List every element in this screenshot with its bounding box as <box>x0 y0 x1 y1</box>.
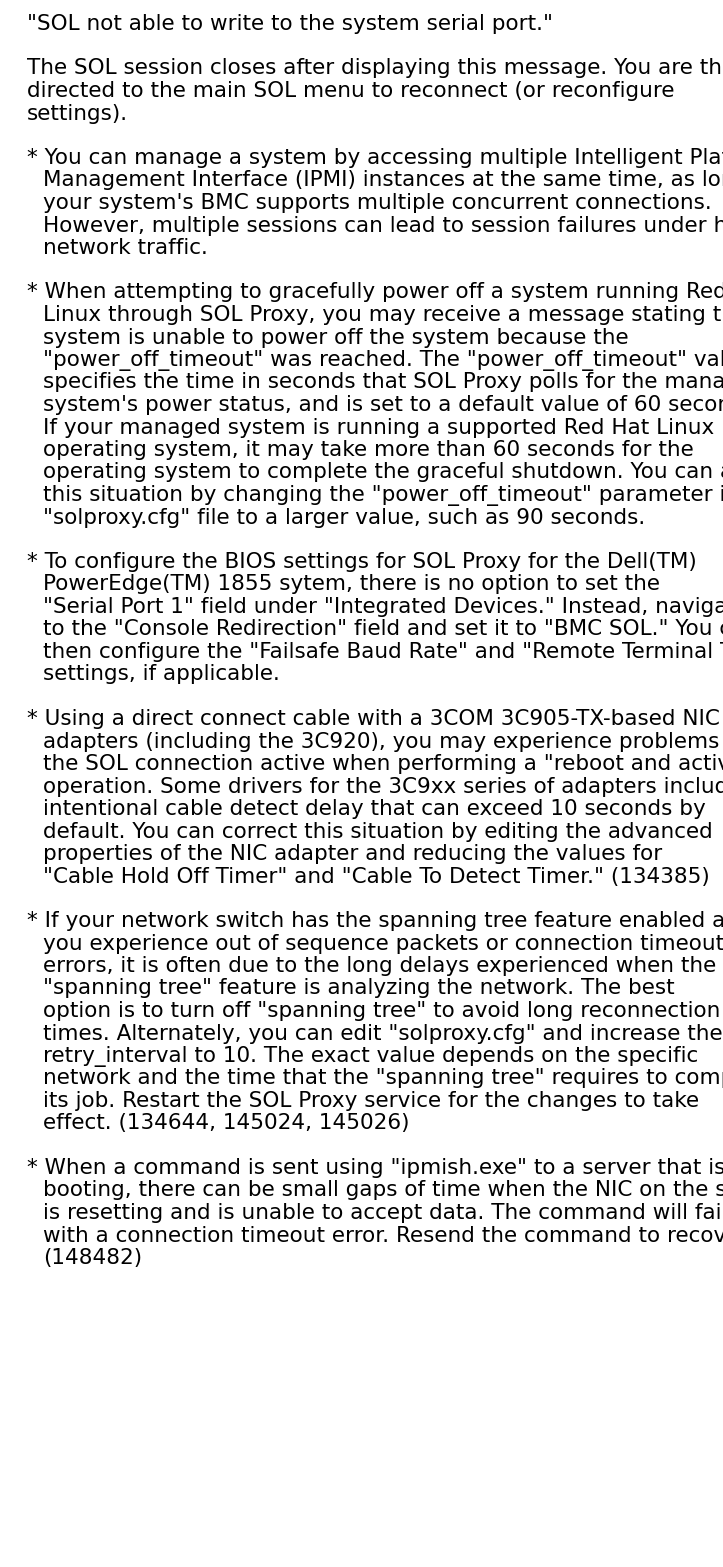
Text: "power_off_timeout" was reached. The "power_off_timeout" value: "power_off_timeout" was reached. The "po… <box>43 349 723 371</box>
Text: with a connection timeout error. Resend the command to recover.: with a connection timeout error. Resend … <box>43 1225 723 1246</box>
Text: (148482): (148482) <box>43 1247 142 1268</box>
Text: The SOL session closes after displaying this message. You are then: The SOL session closes after displaying … <box>27 58 723 78</box>
Text: retry_interval to 10. The exact value depends on the specific: retry_interval to 10. The exact value de… <box>43 1047 698 1067</box>
Text: "spanning tree" feature is analyzing the network. The best: "spanning tree" feature is analyzing the… <box>43 978 675 998</box>
Text: properties of the NIC adapter and reducing the values for: properties of the NIC adapter and reduci… <box>43 845 662 863</box>
Text: to the "Console Redirection" field and set it to "BMC SOL." You can: to the "Console Redirection" field and s… <box>43 619 723 639</box>
Text: errors, it is often due to the long delays experienced when the: errors, it is often due to the long dela… <box>43 956 716 976</box>
Text: default. You can correct this situation by editing the advanced: default. You can correct this situation … <box>43 821 713 841</box>
Text: PowerEdge(TM) 1855 sytem, there is no option to set the: PowerEdge(TM) 1855 sytem, there is no op… <box>43 575 660 594</box>
Text: * If your network switch has the spanning tree feature enabled and if: * If your network switch has the spannin… <box>27 910 723 931</box>
Text: If your managed system is running a supported Red Hat Linux: If your managed system is running a supp… <box>43 417 714 437</box>
Text: operation. Some drivers for the 3C9xx series of adapters include an: operation. Some drivers for the 3C9xx se… <box>43 777 723 796</box>
Text: * When a command is sent using "ipmish.exe" to a server that is: * When a command is sent using "ipmish.e… <box>27 1158 723 1178</box>
Text: "Serial Port 1" field under "Integrated Devices." Instead, navigate: "Serial Port 1" field under "Integrated … <box>43 597 723 617</box>
Text: your system's BMC supports multiple concurrent connections.: your system's BMC supports multiple conc… <box>43 193 711 213</box>
Text: directed to the main SOL menu to reconnect (or reconfigure: directed to the main SOL menu to reconne… <box>27 81 675 100</box>
Text: intentional cable detect delay that can exceed 10 seconds by: intentional cable detect delay that can … <box>43 799 706 820</box>
Text: system is unable to power off the system because the: system is unable to power off the system… <box>43 328 628 348</box>
Text: times. Alternately, you can edit "solproxy.cfg" and increase the: times. Alternately, you can edit "solpro… <box>43 1023 722 1044</box>
Text: this situation by changing the "power_off_timeout" parameter in the: this situation by changing the "power_of… <box>43 486 723 506</box>
Text: "SOL not able to write to the system serial port.": "SOL not able to write to the system ser… <box>27 14 553 34</box>
Text: Management Interface (IPMI) instances at the same time, as long as: Management Interface (IPMI) instances at… <box>43 171 723 191</box>
Text: settings).: settings). <box>27 103 128 124</box>
Text: then configure the "Failsafe Baud Rate" and "Remote Terminal Type": then configure the "Failsafe Baud Rate" … <box>43 642 723 661</box>
Text: operating system, it may take more than 60 seconds for the: operating system, it may take more than … <box>43 440 694 461</box>
Text: specifies the time in seconds that SOL Proxy polls for the managed: specifies the time in seconds that SOL P… <box>43 373 723 392</box>
Text: adapters (including the 3C920), you may experience problems keeping: adapters (including the 3C920), you may … <box>43 732 723 752</box>
Text: "solproxy.cfg" file to a larger value, such as 90 seconds.: "solproxy.cfg" file to a larger value, s… <box>43 508 645 528</box>
Text: * You can manage a system by accessing multiple Intelligent Platform: * You can manage a system by accessing m… <box>27 147 723 168</box>
Text: effect. (134644, 145024, 145026): effect. (134644, 145024, 145026) <box>43 1114 409 1133</box>
Text: settings, if applicable.: settings, if applicable. <box>43 664 280 685</box>
Text: "Cable Hold Off Timer" and "Cable To Detect Timer." (134385): "Cable Hold Off Timer" and "Cable To Det… <box>43 867 710 887</box>
Text: Linux through SOL Proxy, you may receive a message stating that the: Linux through SOL Proxy, you may receive… <box>43 306 723 324</box>
Text: its job. Restart the SOL Proxy service for the changes to take: its job. Restart the SOL Proxy service f… <box>43 1091 699 1111</box>
Text: However, multiple sessions can lead to session failures under high: However, multiple sessions can lead to s… <box>43 216 723 235</box>
Text: * To configure the BIOS settings for SOL Proxy for the Dell(TM): * To configure the BIOS settings for SOL… <box>27 552 697 572</box>
Text: operating system to complete the graceful shutdown. You can avoid: operating system to complete the gracefu… <box>43 462 723 483</box>
Text: network traffic.: network traffic. <box>43 238 208 259</box>
Text: * When attempting to gracefully power off a system running Red Hat: * When attempting to gracefully power of… <box>27 282 723 302</box>
Text: booting, there can be small gaps of time when the NIC on the server: booting, there can be small gaps of time… <box>43 1180 723 1200</box>
Text: network and the time that the "spanning tree" requires to complete: network and the time that the "spanning … <box>43 1069 723 1089</box>
Text: you experience out of sequence packets or connection timeout: you experience out of sequence packets o… <box>43 934 723 953</box>
Text: the SOL connection active when performing a "reboot and activate": the SOL connection active when performin… <box>43 754 723 774</box>
Text: system's power status, and is set to a default value of 60 seconds.: system's power status, and is set to a d… <box>43 395 723 415</box>
Text: is resetting and is unable to accept data. The command will fail: is resetting and is unable to accept dat… <box>43 1203 723 1222</box>
Text: option is to turn off "spanning tree" to avoid long reconnection: option is to turn off "spanning tree" to… <box>43 1001 720 1022</box>
Text: * Using a direct connect cable with a 3COM 3C905-TX-based NIC: * Using a direct connect cable with a 3C… <box>27 708 720 729</box>
